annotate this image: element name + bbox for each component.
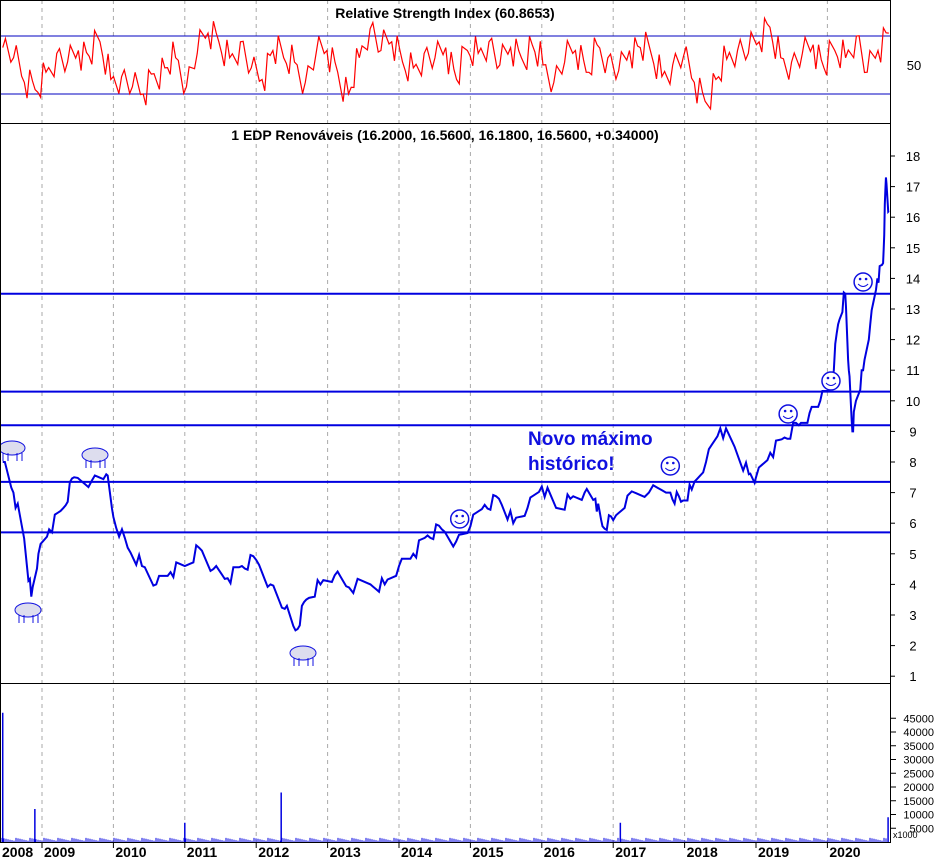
panel-border (0, 123, 891, 684)
x-tick-label: 2019 (758, 844, 789, 860)
smiley-mouth (825, 382, 837, 386)
price-tick-label: 2 (909, 639, 916, 654)
smiley-icon (778, 404, 798, 424)
volume-tick-label: 20000 (903, 782, 934, 794)
volume-unit-label: x1000 (893, 830, 918, 840)
price-tick-label: 10 (906, 394, 920, 409)
volume-tick-label: 35000 (903, 741, 934, 753)
price-tick-label: 9 (909, 424, 916, 439)
bear-icon-legs (2, 453, 23, 461)
volume-tick-label: 10000 (903, 810, 934, 822)
price-tick-label: 13 (906, 302, 920, 317)
volume-tick-label: 40000 (903, 727, 934, 739)
volume-tick-label: 5000 (910, 823, 934, 835)
smiley-icon (853, 272, 873, 292)
bear-icon (81, 447, 109, 463)
rsi-tick-label: 50 (907, 58, 921, 73)
panel-border (0, 683, 891, 843)
x-tick-label: 2014 (401, 844, 432, 860)
smiley-eye (783, 409, 787, 413)
x-tick-label: 2008 (2, 844, 33, 860)
rsi-line (2, 16, 889, 111)
smiley-mouth (664, 467, 676, 471)
smiley-eye (864, 277, 868, 281)
smiley-icon (449, 509, 470, 529)
smiley-mouth (857, 283, 869, 287)
price-tick-label: 14 (906, 271, 920, 286)
smiley-icon (821, 371, 841, 391)
price-tick-label: 18 (906, 149, 920, 164)
price-tick-label: 3 (909, 608, 916, 623)
smiley-mouth (782, 415, 794, 419)
bull-icon-legs (293, 658, 314, 666)
x-tick-label: 2018 (687, 844, 718, 860)
price-tick-label: 17 (906, 180, 920, 195)
x-tick-label: 2020 (829, 844, 860, 860)
bear-icon (0, 440, 26, 456)
x-tick-label: 2015 (472, 844, 503, 860)
price-tick-label: 4 (909, 577, 916, 592)
volume-tick-label: 25000 (903, 768, 934, 780)
bull-icon-legs (18, 615, 39, 623)
volume-tick-label: 15000 (903, 796, 934, 808)
volume-tick-label: 45000 (903, 713, 934, 725)
price-tick-label: 12 (906, 333, 920, 348)
x-tick-label: 2011 (187, 844, 218, 860)
smiley-eye (826, 376, 830, 380)
annotation-line-1: Novo máximo (528, 429, 653, 450)
smiley-eye (666, 461, 669, 465)
bear-icon-legs (85, 460, 106, 468)
smiley-eye (455, 514, 458, 518)
price-tick-label: 8 (909, 455, 916, 470)
x-tick-label: 2009 (44, 844, 75, 860)
price-tick-label: 5 (909, 547, 916, 562)
smiley-eye (461, 514, 464, 518)
smiley-icon (660, 456, 681, 476)
rsi-title: Relative Strength Index (60.8653) (335, 5, 554, 21)
price-tick-label: 7 (909, 486, 916, 501)
volume-tick-label: 30000 (903, 755, 934, 767)
x-tick-label: 2012 (258, 844, 289, 860)
smiley-eye (858, 277, 862, 281)
price-tick-label: 1 (909, 669, 916, 684)
x-tick-label: 2017 (615, 844, 646, 860)
bull-icon (14, 602, 42, 618)
price-tick-label: 6 (909, 516, 916, 531)
annotation-line-2: histórico! (528, 454, 615, 475)
price-tick-label: 16 (906, 210, 920, 225)
smiley-eye (789, 409, 793, 413)
smiley-eye (832, 376, 836, 380)
price-line (2, 177, 890, 632)
price-title: 1 EDP Renováveis (16.2000, 16.5600, 16.1… (231, 127, 658, 143)
smiley-eye (672, 461, 675, 465)
x-tick-label: 2016 (544, 844, 575, 860)
price-tick-label: 15 (906, 241, 920, 256)
x-tick-label: 2013 (330, 844, 361, 860)
bull-icon (289, 645, 317, 661)
smiley-mouth (454, 520, 466, 524)
x-tick-label: 2010 (115, 844, 146, 860)
price-tick-label: 11 (906, 363, 920, 378)
